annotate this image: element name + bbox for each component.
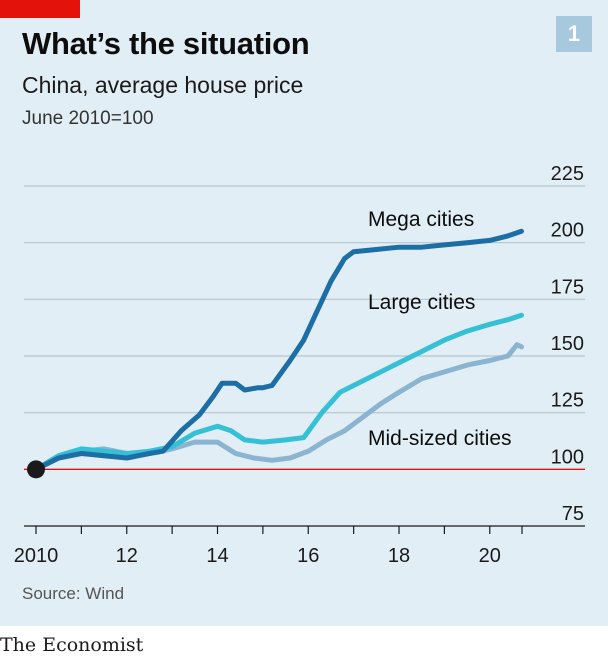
x-tick-label-14: 14 <box>206 545 228 567</box>
series-line-large-cities <box>33 312 524 472</box>
chart-number-badge: 1 <box>556 16 592 52</box>
brand-red-tab <box>0 0 80 18</box>
source-note: Source: Wind <box>22 584 125 603</box>
series-line-mega-cities <box>33 228 524 472</box>
y-tick-label-225: 225 <box>551 163 584 185</box>
index-note: June 2010=100 <box>22 108 154 129</box>
series-label-large-cities: Large cities <box>368 291 475 314</box>
brand-logo: The Economist <box>0 634 144 656</box>
series-label-mega-cities: Mega cities <box>368 208 474 231</box>
x-tick-label-12: 12 <box>116 545 138 567</box>
y-tick-label-200: 200 <box>551 220 584 242</box>
x-tick-label-16: 16 <box>297 545 319 567</box>
y-tick-label-175: 175 <box>551 276 584 298</box>
chart-title: What’s the situation <box>22 26 310 61</box>
x-tick-label-2010: 2010 <box>14 545 59 567</box>
x-tick-label-20: 20 <box>479 545 501 567</box>
x-tick-label-18: 18 <box>388 545 410 567</box>
y-tick-label-150: 150 <box>551 333 584 355</box>
chart-subtitle: China, average house price <box>22 72 304 98</box>
y-tick-label-100: 100 <box>551 446 584 468</box>
y-tick-label-125: 125 <box>551 390 584 412</box>
series-label-mid-sized-cities: Mid-sized cities <box>368 427 512 450</box>
start-point-marker <box>27 460 45 479</box>
line-chart: 75 100 125 150 175 200 225 2010 12 14 16 18 20 Mega c… <box>14 163 585 567</box>
y-tick-label-75: 75 <box>562 503 584 525</box>
chart-panel <box>0 0 608 626</box>
